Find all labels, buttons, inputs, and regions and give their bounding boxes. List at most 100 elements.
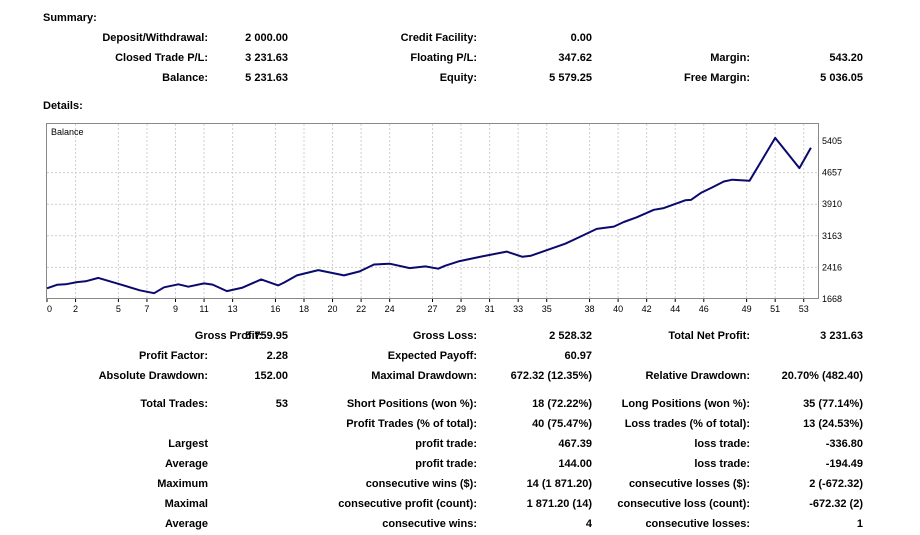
closed-trade-value: 3 231.63 xyxy=(245,52,288,64)
avg-consecutive-losses-label: consecutive losses: xyxy=(645,518,750,530)
maximum-label: Maximum xyxy=(157,478,208,490)
largest-profit-value: 467.39 xyxy=(558,438,592,450)
total-trades-value: 53 xyxy=(275,398,288,410)
loss-trades-value: 13 (24.53%) xyxy=(803,418,863,430)
x-tick-label: 46 xyxy=(699,304,709,314)
y-tick-label: 1668 xyxy=(822,294,842,304)
x-tick-label: 2 xyxy=(73,304,78,314)
maximal-consecutive-profit-value: 1 871.20 (14) xyxy=(526,498,592,510)
y-tick-label: 2416 xyxy=(822,262,842,272)
x-tick-label: 18 xyxy=(299,304,309,314)
chart-title: Balance xyxy=(51,127,84,137)
x-tick-label: 42 xyxy=(642,304,652,314)
absolute-drawdown-label: Absolute Drawdown: xyxy=(98,370,208,382)
average-profit-label: profit trade: xyxy=(415,458,477,470)
average-label: Average xyxy=(164,458,208,470)
deposit-value: 2 000.00 xyxy=(245,32,288,44)
x-tick-label: 53 xyxy=(799,304,809,314)
balance-series-line xyxy=(46,136,812,295)
short-positions-value: 18 (72.22%) xyxy=(532,398,592,410)
free-margin-value: 5 036.05 xyxy=(820,72,863,84)
x-tick-label: 40 xyxy=(613,304,623,314)
balance-chart: 5405 4657 3910 3163 2416 1668 0 2 5 7 9 11 13 16 18 20… xyxy=(46,123,842,314)
gross-loss-label: Gross Loss: xyxy=(412,330,477,342)
maximal-consecutive-profit-label: consecutive profit (count): xyxy=(338,498,477,510)
maximal-drawdown-label: Maximal Drawdown: xyxy=(371,370,477,382)
x-tick-label: 31 xyxy=(485,304,495,314)
avg-consecutive-wins-value: 4 xyxy=(585,518,592,530)
total-net-profit-label: Total Net Profit: xyxy=(668,330,750,342)
equity-label: Equity: xyxy=(439,72,477,84)
x-tick-label: 0 xyxy=(47,304,52,314)
x-tick-label: 13 xyxy=(228,304,238,314)
average-loss-label: loss trade: xyxy=(694,458,750,470)
y-tick-label: 5405 xyxy=(822,136,842,146)
y-tick-label: 3163 xyxy=(822,231,842,241)
y-tick-label: 4657 xyxy=(822,168,842,178)
x-tick-label: 51 xyxy=(770,304,780,314)
maximal-drawdown-value: 672.32 (12.35%) xyxy=(510,370,592,382)
x-tick-label: 5 xyxy=(116,304,121,314)
deposit-label: Deposit/Withdrawal: xyxy=(102,32,208,44)
x-tick-label: 44 xyxy=(670,304,680,314)
gross-profit-label: Gross Profit: xyxy=(194,330,262,342)
avg-consecutive-wins-label: consecutive wins: xyxy=(382,518,477,530)
details-heading: Details: xyxy=(43,100,83,112)
maximal-label: Maximal xyxy=(164,498,208,510)
avg-consecutive-losses-value: 1 xyxy=(856,518,863,530)
expected-payoff-value: 60.97 xyxy=(564,350,592,362)
equity-value: 5 579.25 xyxy=(549,72,592,84)
credit-facility-label: Credit Facility: xyxy=(400,32,477,44)
summary-heading: Summary: xyxy=(43,12,97,24)
largest-label: Largest xyxy=(168,438,208,450)
max-consecutive-losses-label: consecutive losses ($): xyxy=(628,478,750,490)
x-tick-label: 11 xyxy=(199,304,208,314)
y-tick-label: 3910 xyxy=(822,199,842,209)
profit-trades-label: Profit Trades (% of total): xyxy=(346,418,477,430)
largest-profit-label: profit trade: xyxy=(415,438,477,450)
profit-factor-label: Profit Factor: xyxy=(138,350,208,362)
maximal-consecutive-loss-label: consecutive loss (count): xyxy=(617,498,750,510)
x-tick-label: 27 xyxy=(427,304,437,314)
short-positions-label: Short Positions (won %): xyxy=(346,398,477,410)
maximal-consecutive-loss-value: -672.32 (2) xyxy=(809,498,863,510)
average-consecutive-label: Average xyxy=(164,518,208,530)
x-axis-ticks: 0 2 5 7 9 11 13 16 18 20 22 24 27 29 31 33 35 38 40 42 44 46 4… xyxy=(46,299,809,314)
max-consecutive-wins-label: consecutive wins ($): xyxy=(365,478,477,490)
x-tick-label: 38 xyxy=(585,304,595,314)
closed-trade-label: Closed Trade P/L: xyxy=(115,52,208,64)
x-tick-label: 29 xyxy=(456,304,466,314)
max-consecutive-wins-value: 14 (1 871.20) xyxy=(526,478,592,490)
free-margin-label: Free Margin: xyxy=(683,72,750,84)
profit-trades-value: 40 (75.47%) xyxy=(532,418,592,430)
floating-pl-label: Floating P/L: xyxy=(410,52,477,64)
profit-factor-value: 2.28 xyxy=(266,350,288,362)
average-loss-value: -194.49 xyxy=(825,458,863,470)
largest-loss-label: loss trade: xyxy=(694,438,750,450)
x-tick-label: 9 xyxy=(173,304,178,314)
margin-value: 543.20 xyxy=(829,52,863,64)
relative-drawdown-label: Relative Drawdown: xyxy=(645,370,750,382)
gross-profit-value: 5 759.95 xyxy=(245,330,288,342)
margin-label: Margin: xyxy=(710,52,750,64)
credit-facility-value: 0.00 xyxy=(570,32,592,44)
total-net-profit-value: 3 231.63 xyxy=(820,330,863,342)
x-tick-label: 7 xyxy=(144,304,149,314)
relative-drawdown-value: 20.70% (482.40) xyxy=(781,370,863,382)
x-tick-label: 35 xyxy=(542,304,552,314)
balance-value: 5 231.63 xyxy=(245,72,288,84)
x-tick-label: 24 xyxy=(385,304,395,314)
gross-loss-value: 2 528.32 xyxy=(549,330,592,342)
largest-loss-value: -336.80 xyxy=(825,438,863,450)
average-profit-value: 144.00 xyxy=(558,458,592,470)
x-tick-label: 16 xyxy=(270,304,280,314)
expected-payoff-label: Expected Payoff: xyxy=(387,350,477,362)
long-positions-label: Long Positions (won %): xyxy=(621,398,750,410)
max-consecutive-losses-value: 2 (-672.32) xyxy=(809,478,863,490)
x-tick-label: 20 xyxy=(328,304,338,314)
x-tick-label: 49 xyxy=(742,304,752,314)
y-axis-ticks: 5405 4657 3910 3163 2416 1668 xyxy=(822,136,842,304)
long-positions-value: 35 (77.14%) xyxy=(803,398,863,410)
total-trades-label: Total Trades: xyxy=(140,398,208,410)
x-tick-label: 22 xyxy=(356,304,366,314)
